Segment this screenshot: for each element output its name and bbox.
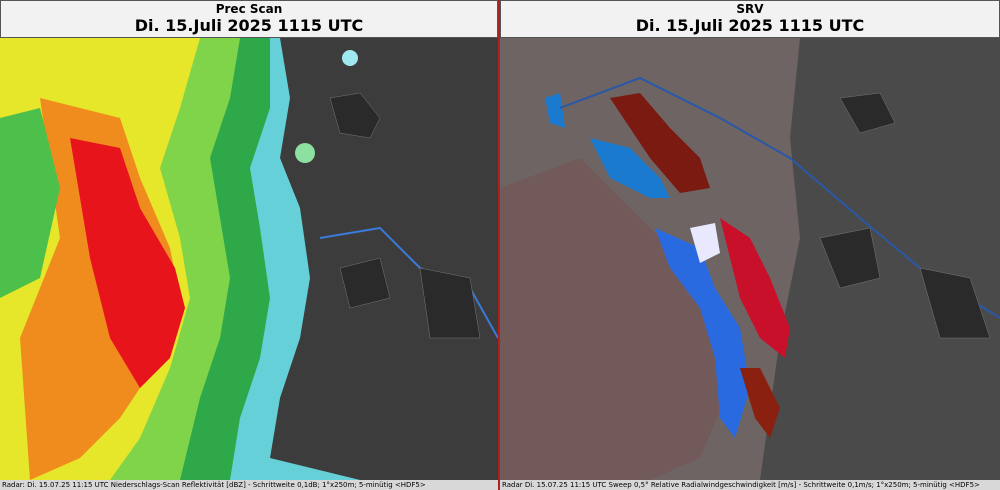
velocity-map	[500, 38, 1000, 480]
panel-footer: Radar: Di. 15.07.25 11:15 UTC Niederschl…	[0, 480, 498, 490]
reflectivity-map	[0, 38, 498, 480]
panel-title: Prec Scan	[215, 2, 283, 16]
panel-header: SRV Di. 15.Juli 2025 1115 UTC	[500, 0, 1000, 38]
srv-panel: SRV Di. 15.Juli 2025 1115 UTC Radar Di. …	[500, 0, 1000, 490]
panel-title: SRV	[736, 2, 764, 16]
panel-timestamp: Di. 15.Juli 2025 1115 UTC	[134, 16, 364, 35]
divider	[498, 0, 500, 490]
prec-scan-panel: Prec Scan Di. 15.Juli 2025 1115 UTC Rada…	[0, 0, 498, 490]
panel-timestamp: Di. 15.Juli 2025 1115 UTC	[635, 16, 865, 35]
panel-footer: Radar Di. 15.07.25 11:15 UTC Sweep 0,5° …	[500, 480, 1000, 490]
panel-header: Prec Scan Di. 15.Juli 2025 1115 UTC	[0, 0, 498, 38]
